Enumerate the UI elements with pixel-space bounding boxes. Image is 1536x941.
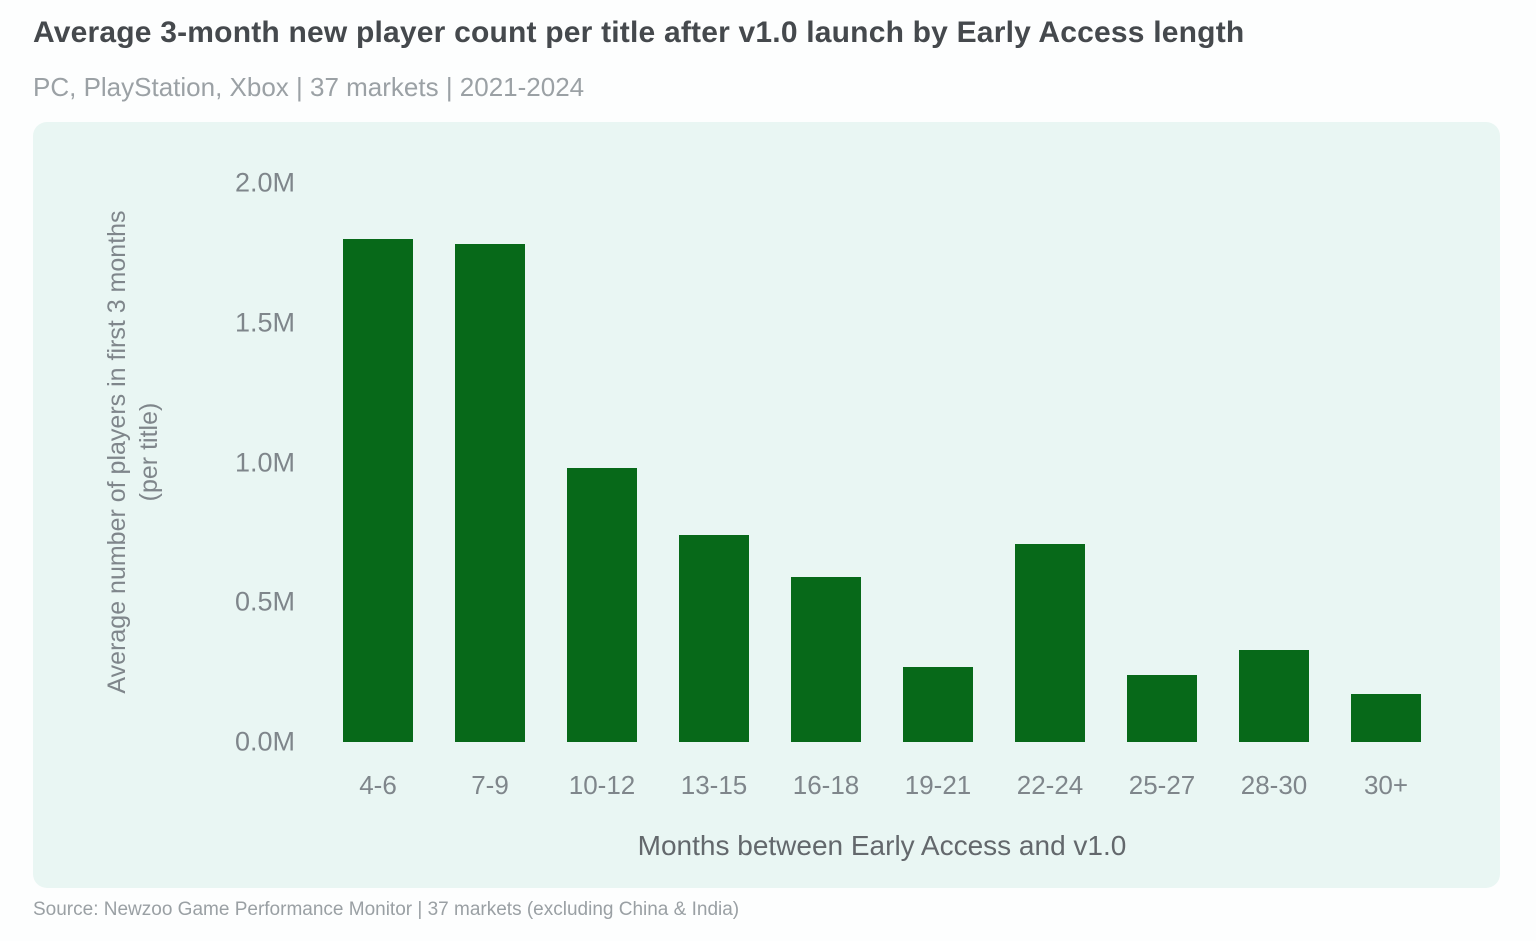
bar-slot-30+ bbox=[1330, 183, 1442, 742]
bar-slot-13-15 bbox=[658, 183, 770, 742]
x-tick-label-19-21: 19-21 bbox=[904, 770, 972, 800]
x-tick-label-25-27: 25-27 bbox=[1128, 770, 1196, 800]
x-tick-label-16-18: 16-18 bbox=[792, 770, 860, 800]
y-tick-label-0.5M: 0.5M bbox=[234, 586, 295, 617]
bar-4-6 bbox=[343, 239, 413, 742]
chart-panel: Average number of players in first 3 mon… bbox=[33, 122, 1500, 888]
bar-slot-4-6 bbox=[322, 183, 434, 742]
bar-13-15 bbox=[679, 535, 749, 742]
bar-slot-28-30 bbox=[1218, 183, 1330, 742]
bar-slot-22-24 bbox=[994, 183, 1106, 742]
bar-7-9 bbox=[455, 244, 525, 742]
y-tick-label-2.0M: 2.0M bbox=[234, 167, 295, 198]
bar-28-30 bbox=[1239, 650, 1309, 742]
bar-30+ bbox=[1351, 694, 1421, 742]
x-tick-label-28-30: 28-30 bbox=[1240, 770, 1308, 800]
bar-slot-10-12 bbox=[546, 183, 658, 742]
bar-19-21 bbox=[903, 667, 973, 742]
y-tick-label-1.5M: 1.5M bbox=[234, 307, 295, 338]
bar-slot-16-18 bbox=[770, 183, 882, 742]
chart-title: Average 3-month new player count per tit… bbox=[33, 16, 1245, 49]
bar-slot-25-27 bbox=[1106, 183, 1218, 742]
x-tick-label-22-24: 22-24 bbox=[1016, 770, 1084, 800]
x-tick-label-13-15: 13-15 bbox=[680, 770, 748, 800]
bar-slot-19-21 bbox=[882, 183, 994, 742]
bar-slot-7-9 bbox=[434, 183, 546, 742]
y-tick-label-1.0M: 1.0M bbox=[234, 447, 295, 477]
bar-16-18 bbox=[791, 577, 861, 742]
x-axis-ticks: 4-6 7-9 10-12 13-15 16-18 19-21 22-24 25-27 28-3… bbox=[322, 770, 1442, 801]
x-tick-label-10-12: 10-12 bbox=[568, 770, 636, 800]
bar-10-12 bbox=[567, 468, 637, 742]
x-axis-title: Months between Early Access and v1.0 bbox=[637, 830, 1127, 861]
x-tick-label-7-9: 7-9 bbox=[471, 770, 509, 800]
x-tick-label-4-6: 4-6 bbox=[359, 770, 397, 800]
bar-25-27 bbox=[1127, 675, 1197, 742]
plot-area bbox=[322, 183, 1442, 742]
chart-subtitle: PC, PlayStation, Xbox | 37 markets | 202… bbox=[33, 72, 585, 102]
x-tick-label-30+: 30+ bbox=[1363, 770, 1409, 800]
y-tick-label-0.0M: 0.0M bbox=[234, 726, 295, 757]
source-note: Source: Newzoo Game Performance Monitor … bbox=[33, 899, 740, 920]
bar-22-24 bbox=[1015, 544, 1085, 742]
